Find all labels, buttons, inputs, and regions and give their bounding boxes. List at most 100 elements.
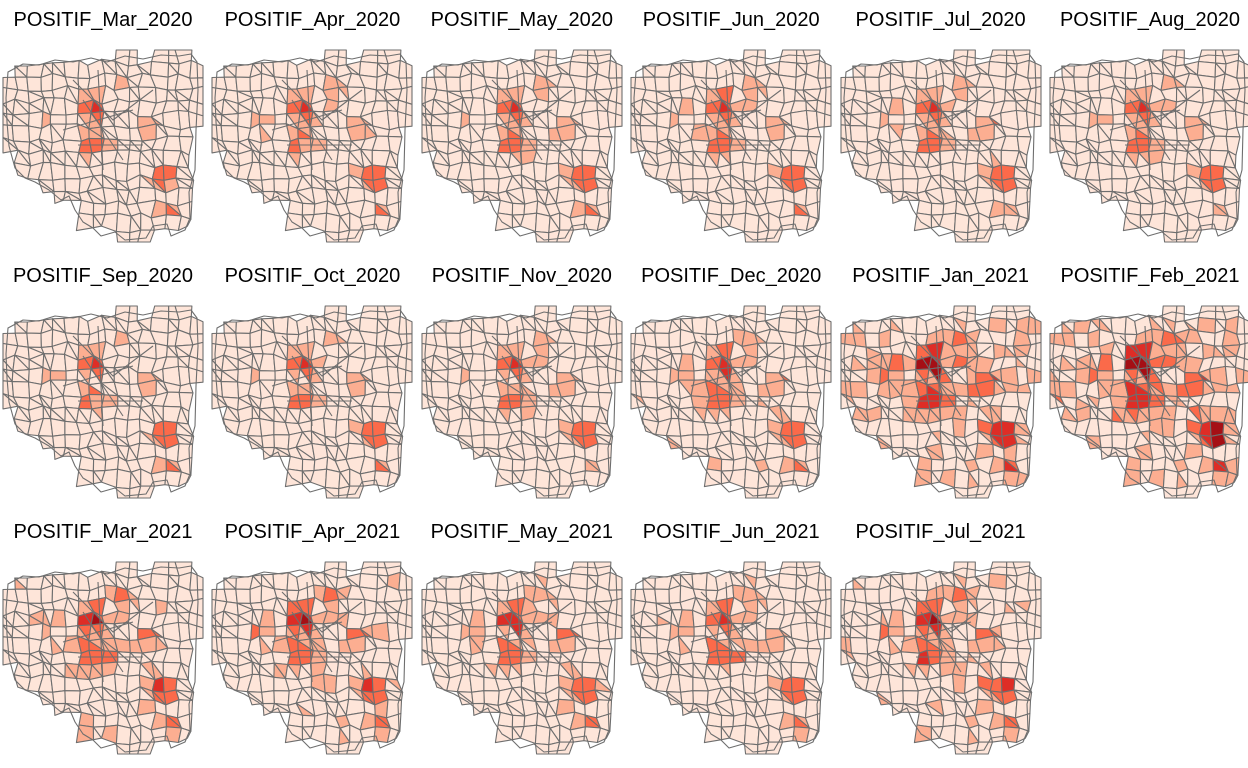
district-polygon xyxy=(642,588,657,604)
district-polygon xyxy=(903,625,916,637)
central-boundary-lines xyxy=(272,69,363,171)
map-panel: POSITIF_May_2021 xyxy=(419,512,625,768)
district-polygon xyxy=(325,212,342,234)
panel-title: POSITIF_Mar_2020 xyxy=(13,9,193,31)
district-polygon xyxy=(92,458,107,472)
district-polygon xyxy=(115,230,131,243)
district-polygon xyxy=(445,76,461,92)
district-polygon xyxy=(852,332,867,348)
district-polygon xyxy=(177,727,192,744)
panel-title: POSITIF_Mar_2021 xyxy=(13,521,193,543)
central-boundary-lines xyxy=(272,325,363,427)
choropleth-map xyxy=(840,561,1042,755)
map-panel: POSITIF_Apr_2021 xyxy=(209,512,415,768)
district-polygon xyxy=(742,417,757,439)
map-panel: POSITIF_Jun_2021 xyxy=(628,512,834,768)
district-polygon xyxy=(930,726,940,741)
district-polygon xyxy=(511,458,526,472)
district-polygon xyxy=(468,370,486,381)
district-polygon xyxy=(272,446,292,457)
district-polygon xyxy=(964,661,979,677)
district-polygon xyxy=(988,726,1005,743)
district-polygon xyxy=(887,418,904,437)
district-polygon xyxy=(221,125,240,143)
district-polygon xyxy=(742,673,757,695)
district-polygon xyxy=(92,714,107,728)
district-polygon xyxy=(875,179,893,194)
district-polygon xyxy=(430,381,449,399)
district-polygon xyxy=(26,76,42,92)
district-polygon xyxy=(65,369,79,381)
district-polygon xyxy=(721,470,731,485)
central-boundary-lines xyxy=(62,581,154,683)
district-polygon xyxy=(534,486,550,499)
map-panel: POSITIF_Mar_2020 xyxy=(0,0,206,256)
district-polygon xyxy=(1099,178,1113,193)
district-polygon xyxy=(52,434,66,449)
district-polygon xyxy=(721,714,735,728)
district-polygon xyxy=(14,332,29,348)
district-polygon xyxy=(445,332,461,348)
district-polygon xyxy=(1015,727,1030,744)
district-polygon xyxy=(744,468,760,490)
choropleth-map xyxy=(421,49,623,243)
district-polygon xyxy=(778,726,796,743)
district-polygon xyxy=(11,637,31,655)
district-polygon xyxy=(272,59,290,79)
district-polygon xyxy=(247,691,264,706)
district-polygon xyxy=(1139,214,1150,229)
district-polygon xyxy=(680,178,695,193)
district-polygon xyxy=(481,702,501,713)
choropleth-map xyxy=(2,305,204,499)
district-polygon xyxy=(325,468,342,490)
district-polygon xyxy=(765,229,784,243)
district-polygon xyxy=(1061,76,1076,92)
district-polygon xyxy=(901,315,918,335)
district-polygon xyxy=(302,726,312,741)
district-polygon xyxy=(189,571,204,591)
panel-title: POSITIF_Nov_2020 xyxy=(431,265,612,287)
district-polygon xyxy=(26,332,42,348)
district-polygon xyxy=(397,110,413,128)
district-polygon xyxy=(1025,366,1042,384)
central-boundary-lines xyxy=(691,581,782,683)
district-polygon xyxy=(642,76,657,92)
choropleth-map xyxy=(840,305,1042,499)
district-polygon xyxy=(177,471,192,488)
panel-title: POSITIF_May_2020 xyxy=(430,9,613,31)
panel-title: POSITIF_Apr_2020 xyxy=(224,9,401,31)
district-polygon xyxy=(302,470,312,485)
district-polygon xyxy=(1097,418,1113,437)
district-polygon xyxy=(721,726,731,741)
district-polygon xyxy=(1084,435,1102,450)
district-polygon xyxy=(115,212,132,234)
region-boundary xyxy=(633,565,827,753)
district-polygon xyxy=(137,485,156,499)
district-polygon xyxy=(221,637,240,655)
central-boundary-lines xyxy=(481,69,573,171)
district-polygon xyxy=(325,486,340,499)
district-polygon xyxy=(325,230,340,243)
district-polygon xyxy=(261,178,276,193)
district-polygon xyxy=(608,315,623,335)
district-polygon xyxy=(569,214,586,231)
district-polygon xyxy=(953,742,968,755)
district-polygon xyxy=(387,215,401,232)
district-polygon xyxy=(569,726,586,743)
panel-title: POSITIF_Aug_2020 xyxy=(1059,9,1241,31)
district-polygon xyxy=(127,405,142,421)
district-polygon xyxy=(1224,471,1239,488)
district-polygon xyxy=(666,179,683,194)
district-polygon xyxy=(721,214,731,229)
district-polygon xyxy=(26,588,42,604)
district-polygon xyxy=(903,369,916,381)
district-polygon xyxy=(951,417,966,439)
district-polygon xyxy=(468,674,485,693)
district-polygon xyxy=(482,315,499,335)
central-boundary-lines xyxy=(900,69,991,171)
district-polygon xyxy=(721,202,735,216)
map-panel: POSITIF_Jul_2020 xyxy=(838,0,1044,256)
district-polygon xyxy=(1224,215,1239,232)
district-polygon xyxy=(346,485,365,499)
district-polygon xyxy=(11,381,31,399)
